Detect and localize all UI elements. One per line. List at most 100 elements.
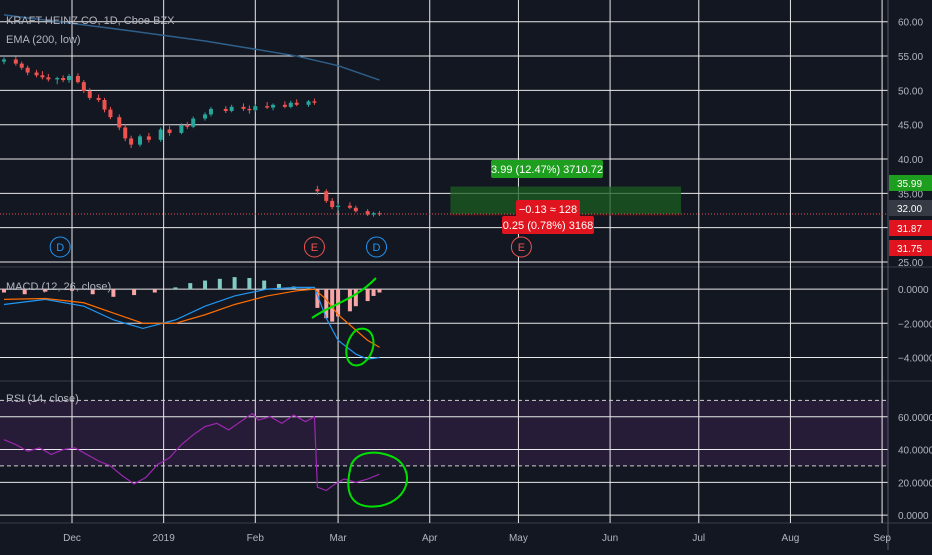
candle — [117, 114, 122, 131]
macd-histogram-bar — [22, 289, 27, 295]
ema-legend: EMA (200, low) — [6, 34, 81, 46]
candle — [19, 61, 24, 70]
position-label-bg — [516, 200, 580, 218]
earnings-marker[interactable] — [303, 236, 325, 258]
position-label[interactable]: −0.13 ≈ 128 — [516, 200, 580, 218]
candle-body — [377, 213, 382, 215]
profit-label-text: 3.99 (12.47%) 3710.72 — [491, 164, 603, 176]
candle — [271, 103, 276, 111]
position-label-text: −0.13 ≈ 128 — [519, 204, 577, 216]
macd-histogram-bar — [353, 289, 358, 307]
dividend-marker[interactable] — [49, 236, 71, 258]
y-tick-label: 40.00 — [898, 155, 923, 166]
candle-body — [208, 108, 213, 115]
price-badge-label: 31.87 — [897, 224, 922, 235]
candle-body — [336, 205, 341, 208]
candle-body — [185, 125, 190, 127]
candle — [123, 124, 128, 142]
macd-histogram-bar — [132, 289, 137, 296]
candle — [81, 80, 86, 94]
candle — [146, 132, 151, 143]
candle — [87, 88, 92, 100]
profit-label-bg — [491, 160, 603, 178]
candle-body — [312, 101, 317, 103]
candle — [108, 106, 113, 120]
loss-label[interactable]: 0.25 (0.78%) 3168 — [502, 216, 594, 234]
candle — [294, 99, 299, 107]
candle — [371, 211, 376, 217]
candle-body — [223, 108, 228, 111]
candle — [253, 104, 258, 112]
candle-body — [123, 127, 128, 139]
candle-body — [46, 77, 51, 80]
y-tick-label: −2.0000 — [898, 319, 932, 330]
candle — [282, 101, 287, 109]
candle-body — [13, 59, 18, 64]
x-tick-label: Mar — [329, 533, 347, 544]
candle — [129, 135, 134, 149]
price-badge-label: 31.75 — [897, 244, 922, 255]
macd-histogram-bar — [70, 289, 74, 291]
candle-body — [2, 59, 6, 62]
candle — [61, 75, 66, 83]
candle — [67, 73, 72, 83]
candle — [96, 94, 101, 103]
price-badge: 32.00 — [889, 200, 932, 216]
earnings-marker[interactable] — [510, 236, 532, 258]
macd-histogram-bar — [347, 289, 352, 312]
chart-title: KRAFT HEINZ CO, 1D, Cboe BZX — [6, 15, 175, 27]
y-tick-label: −4.0000 — [898, 353, 932, 364]
candle-body — [247, 108, 252, 111]
candle-body — [55, 78, 60, 80]
macd-histogram-bar — [188, 283, 193, 290]
macd-histogram-bar — [247, 277, 252, 290]
x-tick-label: Sep — [873, 533, 891, 544]
macd-histogram-bar — [306, 288, 311, 290]
y-tick-label: 60.00 — [898, 18, 923, 29]
candle — [353, 205, 358, 213]
candle — [158, 127, 163, 142]
earnings-marker-letter: E — [311, 242, 318, 254]
candle — [13, 56, 18, 66]
profit-label[interactable]: 3.99 (12.47%) 3710.72 — [491, 160, 603, 178]
candle — [365, 209, 370, 217]
macd-histogram-bar — [330, 289, 335, 322]
rsi-legend: RSI (14, close) — [6, 393, 79, 405]
y-tick-label: 20.0000 — [898, 478, 932, 489]
macd-histogram-bar — [203, 280, 208, 290]
x-tick-label: Feb — [247, 533, 265, 544]
candle — [336, 203, 341, 211]
candle-body — [315, 189, 320, 192]
signal-line — [3, 288, 380, 348]
dividend-marker[interactable] — [366, 236, 388, 258]
candle-body — [167, 129, 172, 133]
ema-line — [3, 14, 380, 81]
candle-body — [67, 75, 72, 81]
candle-body — [282, 104, 287, 107]
candle — [203, 112, 208, 121]
candle — [306, 99, 311, 107]
macd-histogram-bar — [324, 289, 329, 319]
candle-body — [265, 106, 270, 108]
candle-body — [96, 97, 101, 100]
candle — [288, 100, 293, 109]
candle-body — [19, 63, 24, 68]
candle — [138, 134, 142, 147]
candle-body — [117, 117, 122, 128]
x-tick-label: Jun — [602, 533, 618, 544]
dividend-marker-letter: D — [56, 242, 64, 254]
y-tick-label: 45.00 — [898, 121, 923, 132]
macd-histogram-bar — [371, 289, 376, 296]
candle-body — [271, 104, 276, 108]
candle — [315, 185, 320, 195]
candle — [185, 121, 190, 129]
y-tick-label: 40.0000 — [898, 446, 932, 457]
price-badge-label: 32.00 — [897, 204, 922, 215]
candle — [167, 126, 172, 136]
x-tick-label: May — [509, 533, 528, 544]
candle-body — [365, 211, 370, 215]
loss-label-text: 0.25 (0.78%) 3168 — [503, 220, 594, 232]
candle — [229, 104, 234, 113]
candle-body — [61, 78, 66, 81]
